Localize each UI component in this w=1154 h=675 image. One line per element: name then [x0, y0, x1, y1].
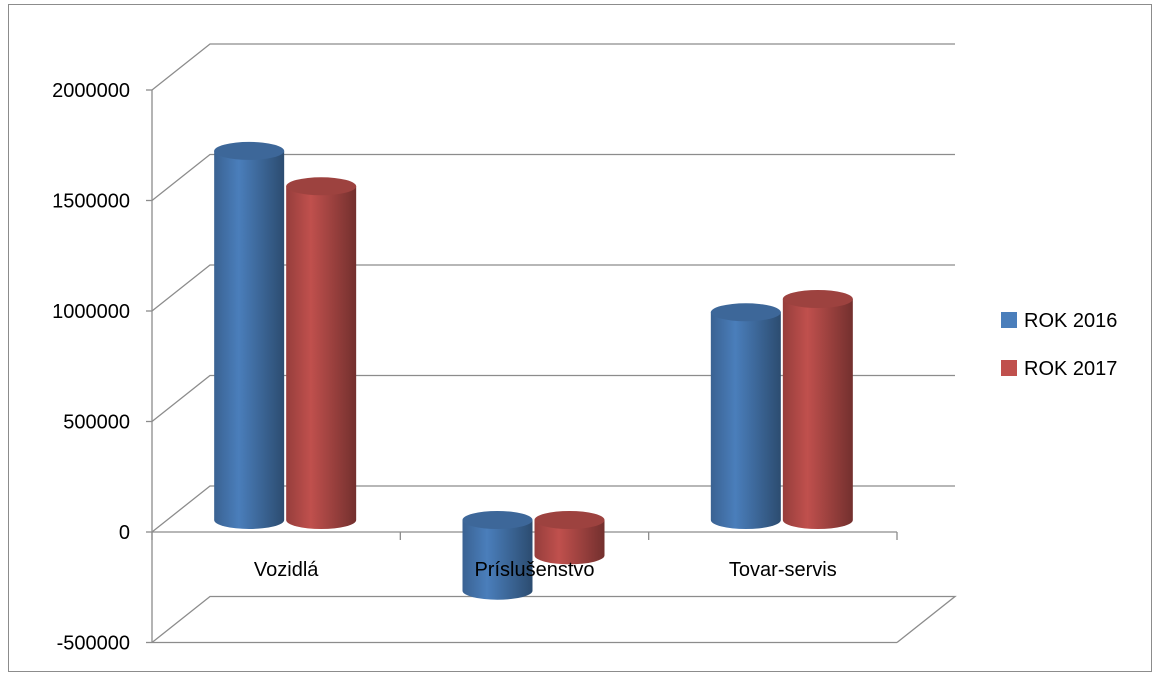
gridline — [151, 595, 957, 644]
bar-cap — [710, 303, 781, 322]
bar-cap — [462, 511, 533, 529]
y-tick-label: 1500000 — [52, 191, 130, 213]
legend-swatch — [1001, 360, 1017, 376]
bar-body — [214, 150, 285, 529]
legend-swatch — [1001, 312, 1017, 328]
category-label: Tovar-servis — [729, 559, 837, 581]
bar — [462, 511, 533, 600]
bar — [710, 303, 781, 529]
bars — [214, 141, 853, 600]
legend-label: ROK 2016 — [1024, 310, 1117, 332]
y-tick-label: -500000 — [57, 633, 130, 655]
gridline — [151, 374, 955, 423]
bar-body — [534, 520, 605, 565]
bar-cap — [534, 511, 605, 529]
category-label: Vozidlá — [254, 559, 319, 581]
category-label: Príslušenstvo — [474, 559, 594, 581]
y-tick-label: 500000 — [63, 412, 130, 434]
bar — [534, 511, 605, 565]
bar-body — [286, 186, 357, 530]
bar — [782, 290, 853, 529]
y-tick-label: 0 — [119, 522, 130, 544]
legend-label: ROK 2017 — [1024, 358, 1117, 380]
gridline — [151, 485, 955, 533]
legend: ROK 2016 ROK 2017 — [1001, 310, 1117, 380]
bar-cap — [214, 141, 285, 160]
bar — [214, 141, 285, 529]
bar-cap — [286, 177, 357, 196]
gridline — [151, 43, 955, 91]
bar-body — [782, 299, 853, 529]
bar-body — [710, 312, 781, 529]
y-tick-label: 1000000 — [52, 301, 130, 323]
x-axis: Vozidlá Príslušenstvo Tovar-servis — [151, 532, 898, 581]
y-tick-label: 2000000 — [52, 80, 130, 102]
gridline — [151, 153, 955, 202]
y-axis: 2000000 1500000 1000000 500000 0 -500000 — [52, 80, 152, 655]
bar-body — [462, 520, 533, 600]
bar-cap — [782, 290, 853, 308]
gridline — [151, 264, 955, 312]
bar — [286, 177, 357, 530]
